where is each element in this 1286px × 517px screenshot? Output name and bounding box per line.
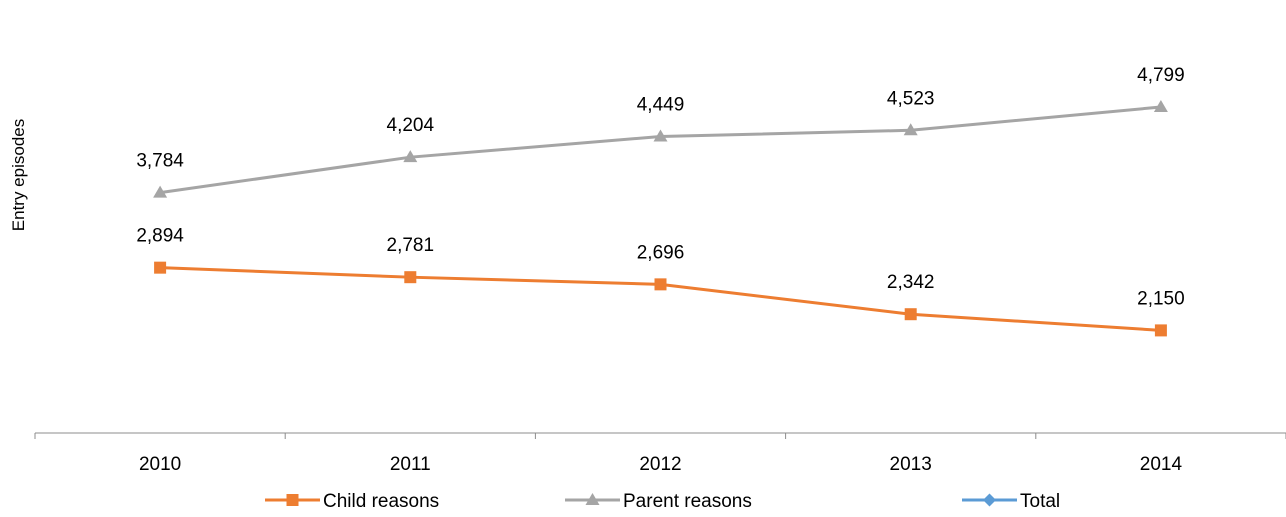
series-child-reasons [154, 261, 1167, 337]
x-tick-label: 2012 [639, 454, 681, 475]
data-label: 4,523 [887, 88, 935, 109]
data-point [653, 129, 668, 142]
data-label: 4,799 [1137, 65, 1185, 86]
data-point [404, 271, 417, 284]
legend-marker [585, 493, 600, 505]
legend-item: Parent reasons [565, 491, 752, 512]
legend-label: Parent reasons [623, 491, 752, 512]
y-axis-label: Entry episodes [9, 119, 28, 231]
data-labels: 2,894 2,781 2,696 2,342 2,150 3,784 4,204 4,449… [136, 65, 1185, 309]
legend-label: Child reasons [323, 491, 439, 512]
series-line [159, 105, 1162, 195]
x-axis: 2010 2011 2012 2013 2014 [34, 432, 1286, 475]
legend: Child reasons Parent reasons Total [265, 491, 1060, 512]
legend-item: Child reasons [265, 491, 439, 512]
legend-marker [983, 493, 996, 507]
data-label: 4,204 [387, 115, 435, 136]
data-label: 2,696 [637, 242, 685, 263]
data-label: 2,781 [387, 235, 435, 256]
data-point [403, 150, 418, 163]
data-point [654, 278, 667, 291]
series-layer [153, 100, 1168, 337]
data-point [153, 185, 168, 198]
x-tick-label: 2014 [1140, 454, 1183, 475]
x-tick-label: 2010 [139, 454, 181, 475]
legend-marker [286, 494, 299, 506]
data-label: 2,894 [136, 226, 184, 247]
legend-label: Total [1020, 491, 1060, 512]
data-point [904, 308, 917, 321]
legend-item: Total [962, 491, 1060, 512]
data-point [1153, 100, 1168, 113]
data-label: 3,784 [136, 151, 184, 172]
data-label: 2,342 [887, 272, 935, 293]
x-tick-label: 2013 [890, 454, 932, 475]
data-label: 2,150 [1137, 288, 1185, 309]
series-line [160, 266, 1161, 332]
data-label: 4,449 [637, 95, 685, 116]
series-parent-reasons [153, 100, 1168, 198]
data-point [1154, 324, 1167, 337]
data-point [154, 261, 167, 274]
data-point [903, 123, 918, 136]
x-tick-label: 2011 [390, 454, 431, 475]
